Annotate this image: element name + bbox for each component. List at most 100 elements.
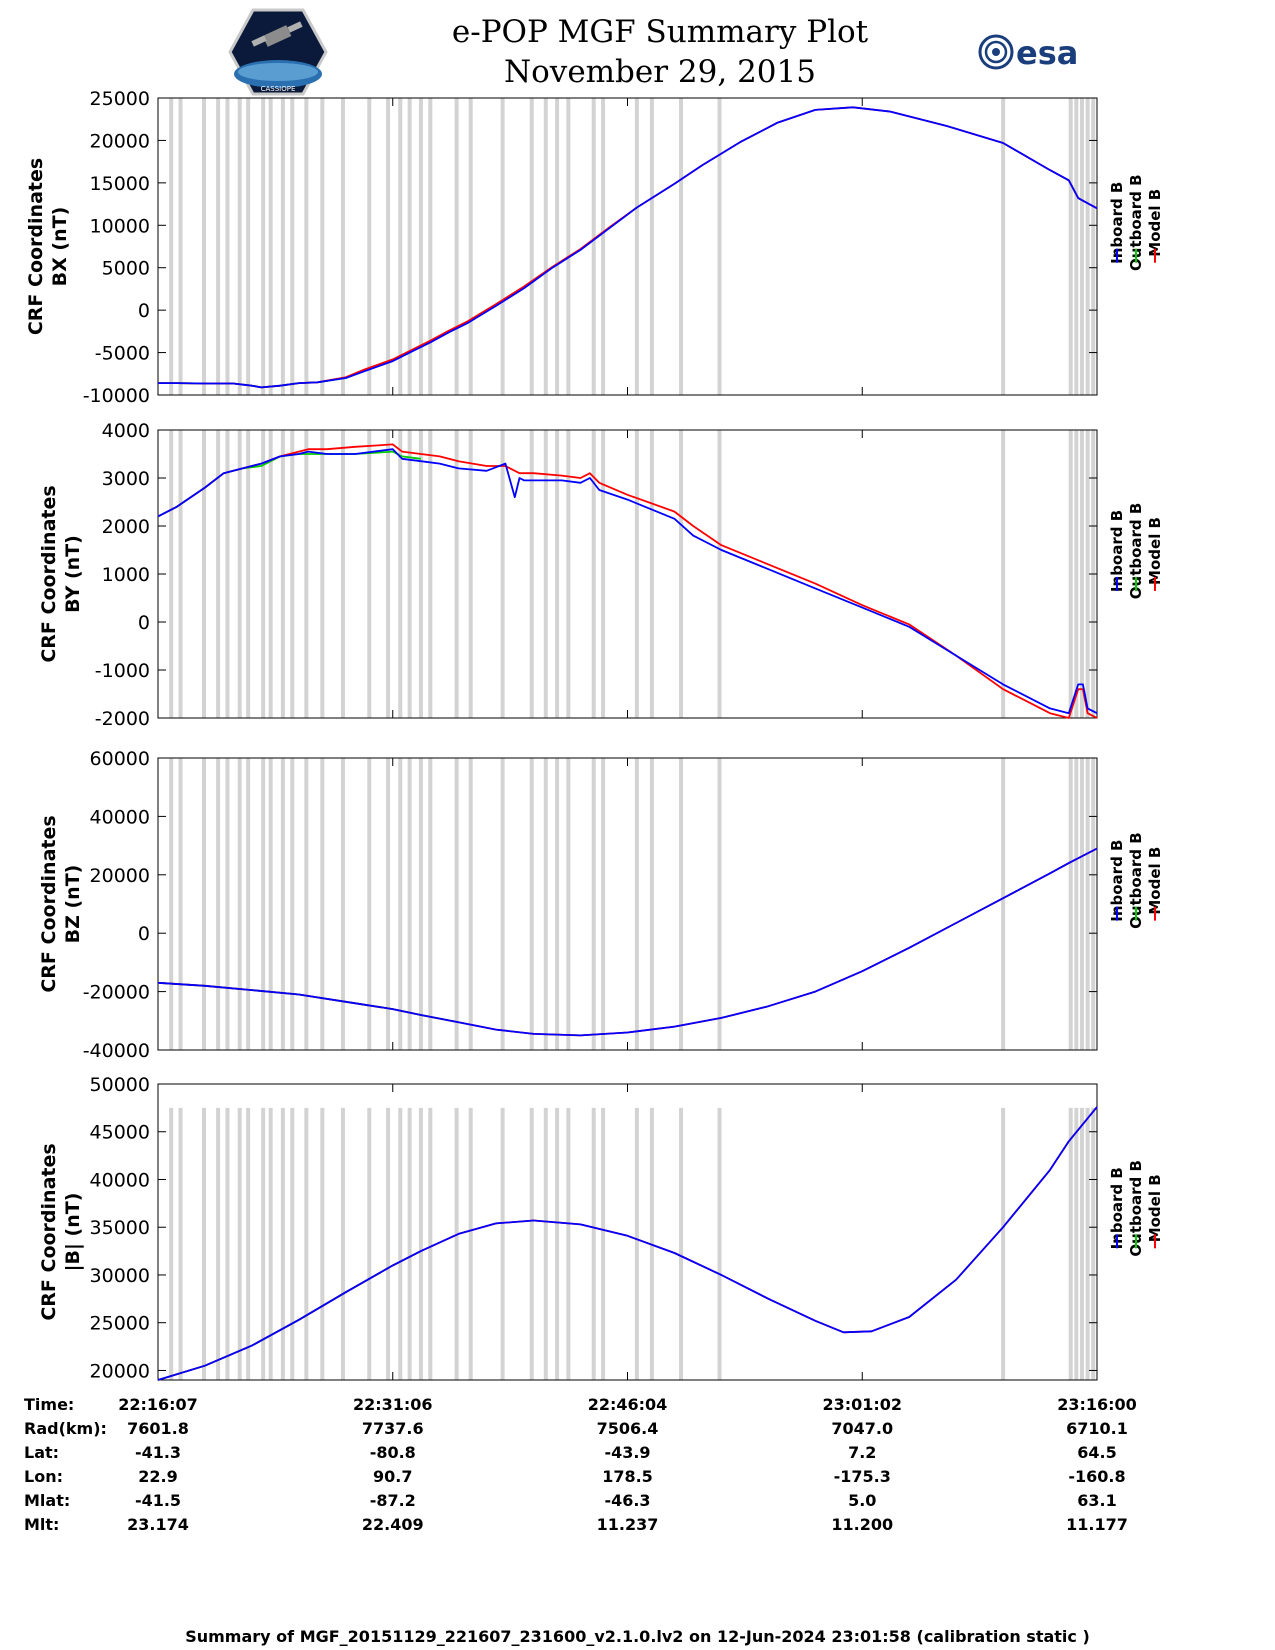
- legend-label-outboard: Outboard B: [1127, 1160, 1145, 1257]
- y-tick-label: 40000: [90, 1169, 150, 1191]
- ephemeris-row-label: Mlt:: [24, 1515, 60, 1534]
- data-gap-band: [1068, 758, 1073, 1050]
- data-gap-band: [246, 430, 251, 718]
- esa-logo-text: esa: [1016, 34, 1078, 72]
- data-gap-band: [500, 758, 505, 1050]
- data-gap-band: [367, 758, 372, 1050]
- y-tick-label: 20000: [90, 865, 150, 887]
- y-tick-label: 1000: [102, 564, 150, 586]
- data-gap-band: [169, 1107, 174, 1380]
- ephemeris-value: 22.409: [361, 1515, 424, 1534]
- y-tick-label: 50000: [90, 1074, 150, 1096]
- data-gap-band: [398, 758, 403, 1050]
- y-tick-label: 45000: [90, 1122, 150, 1144]
- data-gap-band: [1091, 98, 1096, 395]
- data-gap-band: [1068, 1107, 1073, 1380]
- data-gap-band: [468, 758, 473, 1050]
- data-gap-band: [1091, 1107, 1096, 1380]
- data-gap-band: [304, 430, 309, 718]
- y-tick-label: 25000: [90, 1313, 150, 1335]
- series-line-model: [157, 1106, 1098, 1381]
- y-tick-label: 3000: [102, 468, 150, 490]
- y-axis-label-line1: CRF Coordinates: [38, 485, 60, 662]
- ephemeris-value: 22.9: [138, 1467, 178, 1486]
- data-gap-band: [468, 430, 473, 718]
- data-gap-band: [1074, 758, 1079, 1050]
- footer-summary: Summary of MGF_20151129_221607_231600_v2…: [185, 1627, 1090, 1646]
- legend-label-inboard: Inboard B: [1108, 840, 1126, 922]
- y-axis-label-line1: CRF Coordinates: [25, 158, 47, 335]
- data-gap-band: [407, 430, 412, 718]
- data-gap-band: [1085, 430, 1090, 718]
- data-gap-band: [202, 1107, 207, 1380]
- data-gap-band: [634, 98, 639, 395]
- legend-label-model: Model B: [1146, 1174, 1164, 1242]
- legend: Inboard B Outboard B Model B: [1108, 1160, 1164, 1257]
- y-tick-label: 60000: [90, 748, 150, 770]
- y-tick-label: -2000: [95, 708, 150, 730]
- data-gap-band: [717, 430, 722, 718]
- data-gap-band: [169, 758, 174, 1050]
- data-gap-band: [543, 98, 548, 395]
- data-gap-band: [1091, 758, 1096, 1050]
- cassiope-logo-text: CASSIOPE: [261, 85, 296, 93]
- data-gap-band: [500, 430, 505, 718]
- data-gap-band: [398, 430, 403, 718]
- data-gap-band: [418, 758, 423, 1050]
- data-gap-band: [237, 758, 242, 1050]
- legend-label-model: Model B: [1146, 517, 1164, 585]
- data-gap-band: [178, 1107, 183, 1380]
- data-gap-band: [169, 430, 174, 718]
- data-gap-band: [717, 98, 722, 395]
- data-gap-band: [418, 430, 423, 718]
- legend-label-outboard: Outboard B: [1127, 503, 1145, 600]
- legend-label-outboard: Outboard B: [1127, 832, 1145, 929]
- data-gap-band: [304, 1107, 309, 1380]
- data-gap-band: [717, 758, 722, 1050]
- ephemeris-value: 23:16:00: [1057, 1395, 1137, 1414]
- cassiope-logo: CASSIOPE: [228, 8, 328, 96]
- legend-label-inboard: Inboard B: [1108, 182, 1126, 264]
- data-gap-band: [591, 758, 596, 1050]
- ephemeris-value: 11.237: [596, 1515, 659, 1534]
- data-gap-band: [216, 430, 221, 718]
- y-tick-label: 10000: [90, 215, 150, 237]
- series-line-inboard: [157, 448, 1098, 715]
- data-gap-band: [261, 758, 266, 1050]
- data-gap-band: [216, 1107, 221, 1380]
- data-gap-band: [649, 98, 654, 395]
- y-tick-label: -1000: [95, 660, 150, 682]
- data-gap-band: [340, 1107, 345, 1380]
- plot-frame: [157, 429, 1098, 719]
- data-gap-band: [216, 758, 221, 1050]
- data-gap-band: [601, 1107, 606, 1380]
- data-gap-band: [591, 430, 596, 718]
- data-gap-band: [178, 430, 183, 718]
- data-gap-band: [418, 98, 423, 395]
- data-gap-band: [1001, 1107, 1006, 1380]
- data-gap-band: [225, 1107, 230, 1380]
- data-gap-band: [290, 758, 295, 1050]
- data-gap-band: [320, 1107, 325, 1380]
- data-gap-band: [566, 758, 571, 1050]
- data-gap-band: [529, 758, 534, 1050]
- y-axis-label-line1: CRF Coordinates: [38, 815, 60, 992]
- data-gap-band: [634, 758, 639, 1050]
- data-gap-band: [601, 430, 606, 718]
- y-tick-label: 0: [138, 923, 150, 945]
- data-gap-band: [202, 758, 207, 1050]
- data-gap-band: [649, 430, 654, 718]
- ephemeris-value: 23.174: [127, 1515, 189, 1534]
- plot-frame: [157, 757, 1098, 1051]
- data-gap-band: [454, 758, 459, 1050]
- ephemeris-row-label: Time:: [24, 1395, 75, 1414]
- ephemeris-value: 7047.0: [831, 1419, 894, 1438]
- data-gap-band: [202, 98, 207, 395]
- series-line-outboard: [157, 450, 422, 518]
- y-tick-label: 20000: [90, 1360, 150, 1382]
- ephemeris-value: -160.8: [1068, 1467, 1126, 1486]
- data-gap-band: [555, 98, 560, 395]
- data-gap-band: [1001, 98, 1006, 395]
- series-line-model: [157, 847, 1098, 1037]
- data-gap-band: [1074, 430, 1079, 718]
